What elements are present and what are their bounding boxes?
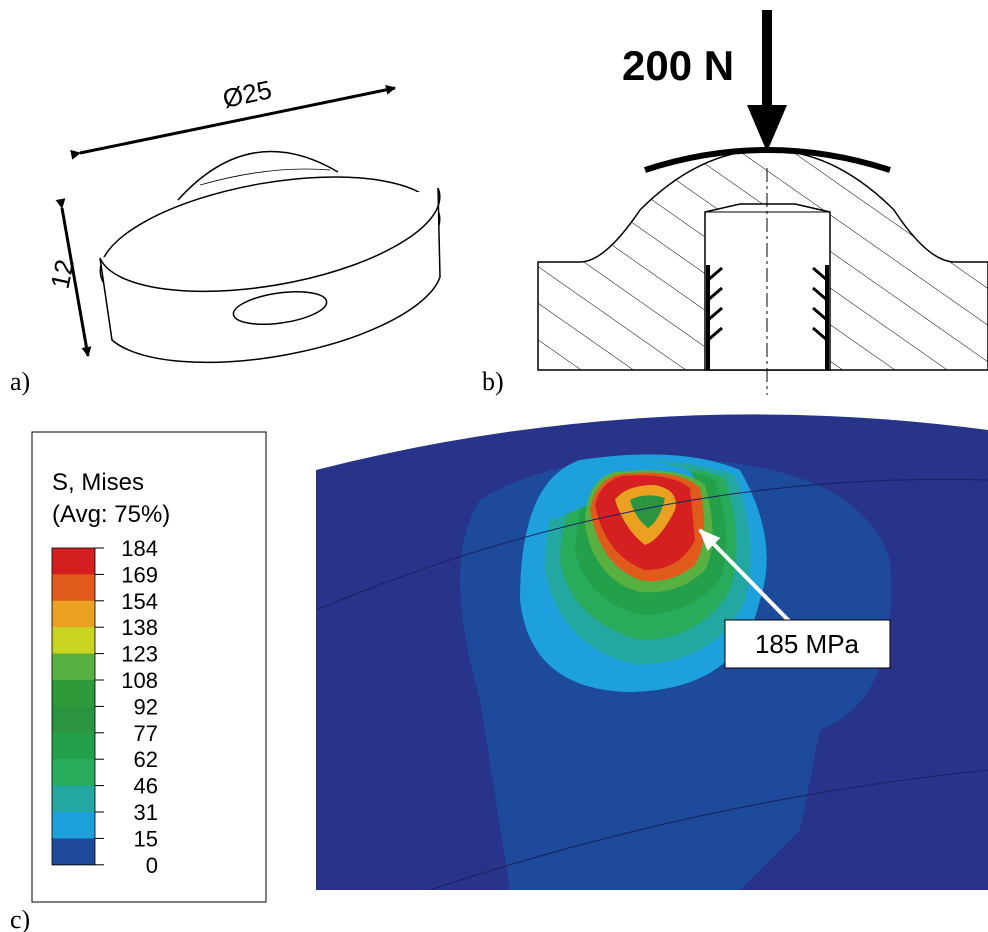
legend-label: 184 xyxy=(121,536,158,561)
force-label: 200 N xyxy=(622,42,734,89)
legend-label: 169 xyxy=(121,562,158,587)
legend-label: 92 xyxy=(134,694,158,719)
legend-label: 31 xyxy=(134,800,158,825)
legend-label: 154 xyxy=(121,589,158,614)
dimension-label: 12 xyxy=(45,257,80,292)
caption: b) xyxy=(482,367,504,396)
legend-band xyxy=(52,706,95,733)
caption: c) xyxy=(10,905,30,932)
legend-band xyxy=(52,838,95,865)
legend-subtitle: (Avg: 75%) xyxy=(52,501,170,528)
dimension-label: Ø25 xyxy=(220,74,274,114)
caption: a) xyxy=(10,367,30,396)
legend-band xyxy=(52,548,95,575)
panel-a xyxy=(62,88,450,362)
legend-label: 108 xyxy=(121,668,158,693)
legend-band xyxy=(52,574,95,601)
legend-band xyxy=(52,680,95,707)
legend-band xyxy=(52,759,95,786)
legend-label: 0 xyxy=(146,853,158,878)
legend-title: S, Mises xyxy=(52,469,144,496)
legend-label: 15 xyxy=(134,826,158,851)
legend-band xyxy=(52,786,95,813)
legend-label: 138 xyxy=(121,615,158,640)
legend-band xyxy=(52,733,95,760)
legend-label: 62 xyxy=(134,747,158,772)
legend-band xyxy=(52,654,95,681)
annotation: 185 MPa xyxy=(755,629,860,659)
legend-band xyxy=(52,601,95,628)
legend-label: 46 xyxy=(134,774,158,799)
legend-band xyxy=(52,627,95,654)
figure: Ø25 12 a) 200 N b) 185 MPa S, Mises (A xyxy=(0,0,988,932)
legend-label: 123 xyxy=(121,642,158,667)
legend-label: 77 xyxy=(134,721,158,746)
legend-band xyxy=(52,812,95,839)
panel-b xyxy=(538,10,988,395)
